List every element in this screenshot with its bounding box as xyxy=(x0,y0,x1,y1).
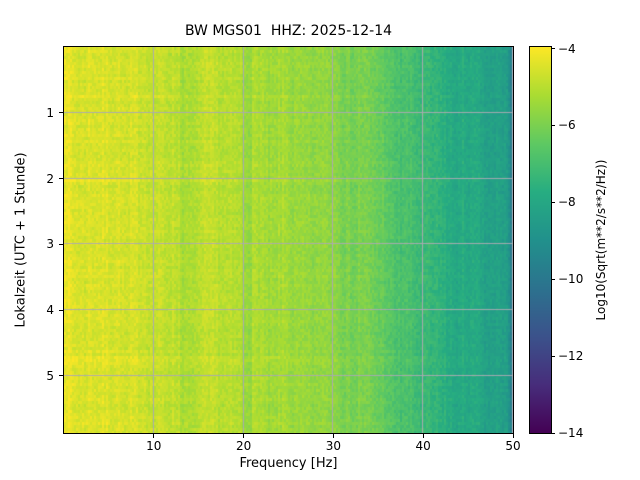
x-tick-label: 30 xyxy=(325,439,342,453)
colorbar-tick-mark xyxy=(551,124,555,126)
x-tick-label: 10 xyxy=(146,439,162,453)
colorbar xyxy=(529,46,552,434)
colorbar-tick-label: −8 xyxy=(558,195,576,210)
y-tick-label: 1 xyxy=(46,105,54,120)
y-tick-mark xyxy=(59,375,63,377)
colorbar-tick-label: −12 xyxy=(558,349,584,364)
x-tick-mark xyxy=(243,434,245,438)
plot-area xyxy=(63,46,514,434)
y-tick-label: 4 xyxy=(46,303,54,318)
colorbar-tick-mark xyxy=(551,278,555,280)
colorbar-tick-mark xyxy=(551,355,555,357)
x-tick-label: 20 xyxy=(235,439,252,453)
colorbar-tick-label: −10 xyxy=(558,272,584,287)
colorbar-tick-label: −6 xyxy=(558,118,576,133)
y-tick-label: 3 xyxy=(46,237,54,252)
x-tick-label: 50 xyxy=(505,439,521,453)
x-tick-mark xyxy=(512,434,514,438)
y-axis-label: Lokalzeit (UTC + 1 Stunde) xyxy=(13,152,29,328)
colorbar-tick-label: −14 xyxy=(558,426,584,440)
x-tick-mark xyxy=(422,434,424,438)
y-tick-mark xyxy=(59,243,63,245)
y-tick-mark xyxy=(59,178,63,180)
colorbar-tick-mark xyxy=(551,201,555,203)
x-tick-label: 40 xyxy=(415,439,431,453)
x-axis-label: Frequency [Hz] xyxy=(239,456,338,471)
y-tick-mark xyxy=(59,309,63,311)
colorbar-gradient xyxy=(530,47,551,433)
colorbar-tick-mark xyxy=(551,432,555,434)
y-tick-label: 5 xyxy=(46,368,54,383)
colorbar-tick-mark xyxy=(551,48,555,49)
plot-title: BW MGS01 HHZ: 2025-12-14 xyxy=(184,23,393,39)
y-tick-label: 2 xyxy=(46,171,54,186)
x-tick-mark xyxy=(153,434,155,438)
colorbar-tick-label: −4 xyxy=(558,41,576,56)
colorbar-label: Log10(Sqrt(m**2/s**2/Hz)) xyxy=(594,159,608,321)
x-tick-mark xyxy=(332,434,334,438)
spectrogram-heatmap xyxy=(64,47,513,433)
y-tick-mark xyxy=(59,112,63,114)
